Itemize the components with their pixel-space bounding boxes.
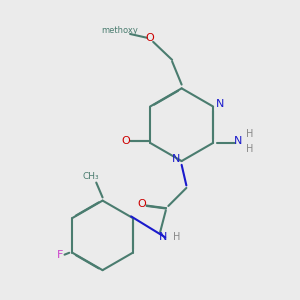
Text: H: H — [246, 129, 254, 139]
Text: O: O — [122, 136, 130, 146]
Text: O: O — [137, 199, 146, 209]
Text: N: N — [172, 154, 180, 164]
Text: methoxy: methoxy — [101, 26, 138, 35]
Text: H: H — [173, 232, 181, 242]
Text: CH₃: CH₃ — [82, 172, 99, 182]
Text: N: N — [216, 99, 224, 109]
Text: N: N — [159, 232, 167, 242]
Text: N: N — [234, 136, 243, 146]
Text: O: O — [145, 33, 154, 43]
Text: H: H — [246, 144, 254, 154]
Text: F: F — [57, 250, 63, 260]
